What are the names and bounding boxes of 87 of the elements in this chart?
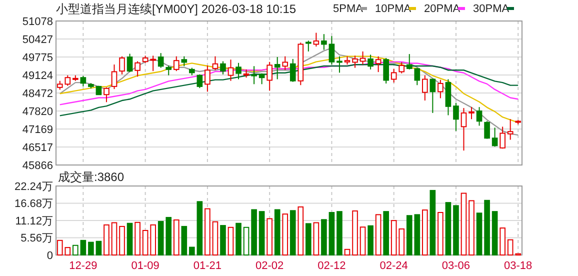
x-tick-label: 03-06 xyxy=(442,260,470,272)
bar xyxy=(290,210,296,256)
bar xyxy=(134,222,140,256)
bar xyxy=(212,221,218,256)
legend-label: 5PMA xyxy=(333,3,364,15)
bar xyxy=(243,226,250,256)
candlestick xyxy=(336,56,342,74)
bar xyxy=(204,208,210,256)
candlestick xyxy=(352,55,358,68)
bar xyxy=(220,225,226,256)
candlestick xyxy=(274,56,280,80)
bar xyxy=(298,206,304,256)
bar xyxy=(438,212,444,256)
candlestick xyxy=(228,59,234,82)
bar xyxy=(468,200,474,256)
candlestick xyxy=(460,108,467,152)
bar xyxy=(189,246,195,256)
candlestick xyxy=(150,55,156,72)
y-tick-label: 47820 xyxy=(22,106,53,118)
bar xyxy=(306,223,312,256)
y-tick-label: 5.56万 xyxy=(20,232,53,245)
x-tick-label: 02-12 xyxy=(318,260,346,272)
y-tick-label: 45866 xyxy=(22,160,53,172)
y-tick-label: 16.68万 xyxy=(14,198,53,210)
bar xyxy=(96,240,102,256)
y-tick-label: 46517 xyxy=(22,142,53,154)
candlestick xyxy=(321,34,327,50)
legend-label: 20PMA xyxy=(424,3,461,15)
bar xyxy=(336,211,342,256)
bar xyxy=(266,218,272,256)
bar xyxy=(119,226,125,256)
bar xyxy=(321,219,327,256)
y-tick-label: 11.12万 xyxy=(15,215,53,228)
bar xyxy=(258,211,265,256)
bar xyxy=(484,200,490,256)
legend-label: 30PMA xyxy=(473,3,510,15)
legend-label: 10PMA xyxy=(375,3,412,15)
x-tick-label: 12-29 xyxy=(69,260,98,272)
y-tick-label: 49124 xyxy=(22,70,53,82)
x-tick-label: 02-24 xyxy=(380,260,408,272)
y-tick-label: 50427 xyxy=(22,34,53,46)
bar xyxy=(344,248,350,256)
bar xyxy=(173,219,180,256)
x-tick-label: 03-18 xyxy=(504,260,532,272)
chart-title: 成交量:3860 xyxy=(58,170,124,184)
bar xyxy=(104,224,110,256)
bar xyxy=(383,211,389,256)
bar xyxy=(422,210,428,256)
bar xyxy=(80,240,86,256)
y-tick-label: 49775 xyxy=(22,52,53,64)
bar xyxy=(453,205,459,256)
bar xyxy=(88,242,94,256)
bar xyxy=(181,226,188,256)
bar xyxy=(360,226,366,256)
bar xyxy=(500,228,506,256)
y-tick-label: 51078 xyxy=(22,16,53,28)
bar xyxy=(328,212,335,256)
bar xyxy=(150,224,156,256)
bar xyxy=(72,244,78,256)
bar xyxy=(460,192,467,256)
y-tick-label: 48472 xyxy=(22,88,53,100)
bar xyxy=(313,222,320,256)
chart-title: 小型道指当月连续[YM00Y] 2026-03-18 10:15 xyxy=(56,2,296,16)
bar xyxy=(236,222,242,256)
candlestick xyxy=(368,54,374,70)
bar xyxy=(274,209,280,256)
y-tick-label: 22.24万 xyxy=(14,180,53,193)
bar xyxy=(111,222,118,256)
x-tick-label: 01-21 xyxy=(193,260,222,272)
bar xyxy=(142,230,148,256)
bar xyxy=(492,211,498,256)
x-tick-label: 02-02 xyxy=(256,260,284,272)
x-tick-label: 01-09 xyxy=(131,260,160,272)
bar xyxy=(375,214,382,256)
bar xyxy=(352,210,358,256)
y-tick-label: 47169 xyxy=(22,124,53,136)
bar xyxy=(282,214,288,256)
bar xyxy=(445,202,452,256)
bar xyxy=(228,226,234,256)
bar xyxy=(126,222,133,256)
bar xyxy=(368,225,374,256)
y-tick-label: 0 xyxy=(46,250,53,262)
candlestick xyxy=(445,78,452,116)
bar xyxy=(476,212,482,256)
bar xyxy=(196,201,203,256)
bar xyxy=(251,209,257,256)
bar xyxy=(430,190,436,256)
